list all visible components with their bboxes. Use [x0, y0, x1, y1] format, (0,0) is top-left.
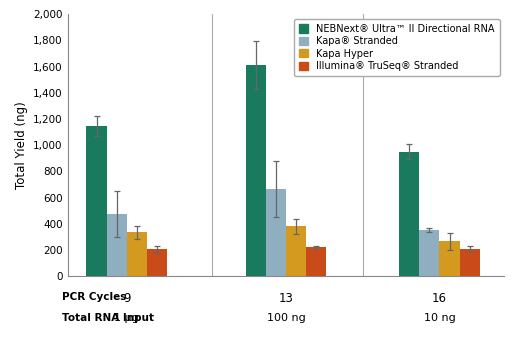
Bar — [107, 214, 127, 276]
Bar — [420, 230, 439, 276]
Text: 9: 9 — [123, 292, 131, 305]
Bar — [439, 241, 460, 276]
Legend: NEBNext® Ultra™ II Directional RNA, Kapa® Stranded, Kapa Hyper, Illumina® TruSeq: NEBNext® Ultra™ II Directional RNA, Kapa… — [294, 19, 500, 76]
Text: 16: 16 — [432, 292, 447, 305]
Text: 1 μg: 1 μg — [114, 313, 139, 323]
Bar — [306, 247, 326, 276]
Bar — [127, 232, 147, 276]
Text: 13: 13 — [279, 292, 293, 305]
Bar — [86, 126, 107, 276]
Text: 100 ng: 100 ng — [267, 313, 305, 323]
Bar — [399, 152, 420, 276]
Bar — [147, 249, 167, 276]
Text: Total RNA Input: Total RNA Input — [62, 313, 154, 323]
Text: PCR Cycles: PCR Cycles — [62, 292, 127, 302]
Bar — [286, 226, 306, 276]
Text: 10 ng: 10 ng — [424, 313, 456, 323]
Bar — [246, 65, 266, 276]
Bar — [460, 249, 479, 276]
Y-axis label: Total Yield (ng): Total Yield (ng) — [15, 101, 28, 189]
Bar — [266, 189, 286, 276]
